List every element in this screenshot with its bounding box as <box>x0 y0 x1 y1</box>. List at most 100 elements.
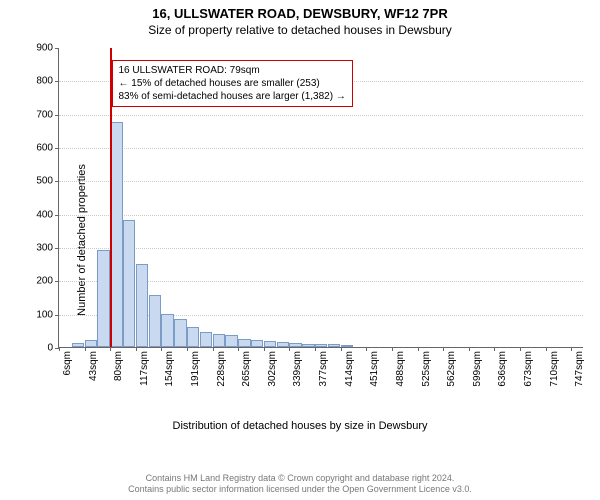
histogram-bar <box>264 341 276 347</box>
xtick-mark <box>289 347 290 351</box>
footer-line-2: Contains public sector information licen… <box>0 484 600 496</box>
ytick-label: 700 <box>36 109 53 120</box>
histogram-bar <box>97 250 109 347</box>
histogram-bar <box>251 340 263 347</box>
gridline-h <box>59 148 583 149</box>
histogram-bar <box>213 334 225 347</box>
chart-container: Number of detached properties 0100200300… <box>0 40 600 440</box>
ytick-mark <box>55 148 59 149</box>
x-axis-label: Distribution of detached houses by size … <box>0 420 600 432</box>
ytick-label: 500 <box>36 176 53 187</box>
annotation-line: 16 ULLSWATER ROAD: 79sqm <box>119 64 346 77</box>
ytick-mark <box>55 48 59 49</box>
xtick-mark <box>520 347 521 351</box>
plot-area: 01002003004005006007008009006sqm43sqm80s… <box>58 48 583 348</box>
xtick-mark <box>366 347 367 351</box>
xtick-label: 154sqm <box>164 351 175 387</box>
ytick-label: 400 <box>36 209 53 220</box>
histogram-bar <box>289 343 301 347</box>
xtick-mark <box>264 347 265 351</box>
gridline-h <box>59 215 583 216</box>
ytick-mark <box>55 315 59 316</box>
xtick-mark <box>136 347 137 351</box>
histogram-bar <box>328 344 340 347</box>
footer-attribution: Contains HM Land Registry data © Crown c… <box>0 473 600 496</box>
xtick-label: 302sqm <box>267 351 278 387</box>
xtick-mark <box>238 347 239 351</box>
xtick-mark <box>59 347 60 351</box>
histogram-bar <box>123 220 135 347</box>
histogram-bar <box>85 340 97 347</box>
xtick-label: 228sqm <box>216 351 227 387</box>
xtick-label: 525sqm <box>421 351 432 387</box>
xtick-label: 80sqm <box>113 351 124 381</box>
xtick-mark <box>418 347 419 351</box>
xtick-label: 377sqm <box>318 351 329 387</box>
xtick-mark <box>571 347 572 351</box>
xtick-label: 6sqm <box>62 351 73 375</box>
xtick-label: 339sqm <box>292 351 303 387</box>
histogram-bar <box>277 342 289 347</box>
ytick-label: 100 <box>36 309 53 320</box>
ytick-label: 800 <box>36 76 53 87</box>
annotation-line: 83% of semi-detached houses are larger (… <box>119 90 346 103</box>
xtick-label: 636sqm <box>497 351 508 387</box>
histogram-bar <box>187 327 199 347</box>
xtick-label: 191sqm <box>190 351 201 387</box>
annotation-box: 16 ULLSWATER ROAD: 79sqm← 15% of detache… <box>112 60 353 107</box>
histogram-bar <box>200 332 212 347</box>
xtick-mark <box>494 347 495 351</box>
xtick-label: 747sqm <box>574 351 585 387</box>
footer-line-1: Contains HM Land Registry data © Crown c… <box>0 473 600 485</box>
xtick-label: 414sqm <box>344 351 355 387</box>
histogram-bar <box>72 343 84 347</box>
title-line-2: Size of property relative to detached ho… <box>0 21 600 37</box>
histogram-bar <box>238 339 250 347</box>
ytick-mark <box>55 181 59 182</box>
xtick-mark <box>341 347 342 351</box>
ytick-mark <box>55 248 59 249</box>
xtick-mark <box>546 347 547 351</box>
gridline-h <box>59 181 583 182</box>
ytick-mark <box>55 281 59 282</box>
ytick-mark <box>55 81 59 82</box>
xtick-label: 117sqm <box>139 351 150 386</box>
xtick-mark <box>392 347 393 351</box>
histogram-bar <box>161 314 173 347</box>
ytick-label: 300 <box>36 243 53 254</box>
histogram-bar <box>110 122 122 347</box>
histogram-bar <box>341 345 353 347</box>
xtick-mark <box>469 347 470 351</box>
xtick-mark <box>213 347 214 351</box>
xtick-label: 265sqm <box>241 351 252 387</box>
histogram-bar <box>302 344 314 347</box>
ytick-label: 200 <box>36 276 53 287</box>
ytick-mark <box>55 215 59 216</box>
histogram-bar <box>315 344 327 347</box>
ytick-label: 900 <box>36 43 53 54</box>
ytick-label: 600 <box>36 143 53 154</box>
xtick-label: 673sqm <box>523 351 534 387</box>
gridline-h <box>59 248 583 249</box>
xtick-label: 599sqm <box>472 351 483 387</box>
xtick-label: 451sqm <box>369 351 380 387</box>
xtick-label: 562sqm <box>446 351 457 387</box>
xtick-mark <box>315 347 316 351</box>
histogram-bar <box>174 319 186 347</box>
annotation-line: ← 15% of detached houses are smaller (25… <box>119 77 346 90</box>
ytick-mark <box>55 115 59 116</box>
xtick-label: 43sqm <box>88 351 99 381</box>
xtick-label: 710sqm <box>549 351 560 387</box>
histogram-bar <box>136 264 148 347</box>
xtick-mark <box>85 347 86 351</box>
ytick-label: 0 <box>47 343 53 354</box>
gridline-h <box>59 115 583 116</box>
xtick-mark <box>187 347 188 351</box>
xtick-mark <box>161 347 162 351</box>
xtick-mark <box>110 347 111 351</box>
histogram-bar <box>225 335 237 347</box>
title-line-1: 16, ULLSWATER ROAD, DEWSBURY, WF12 7PR <box>0 0 600 21</box>
histogram-bar <box>149 295 161 347</box>
xtick-label: 488sqm <box>395 351 406 387</box>
xtick-mark <box>443 347 444 351</box>
